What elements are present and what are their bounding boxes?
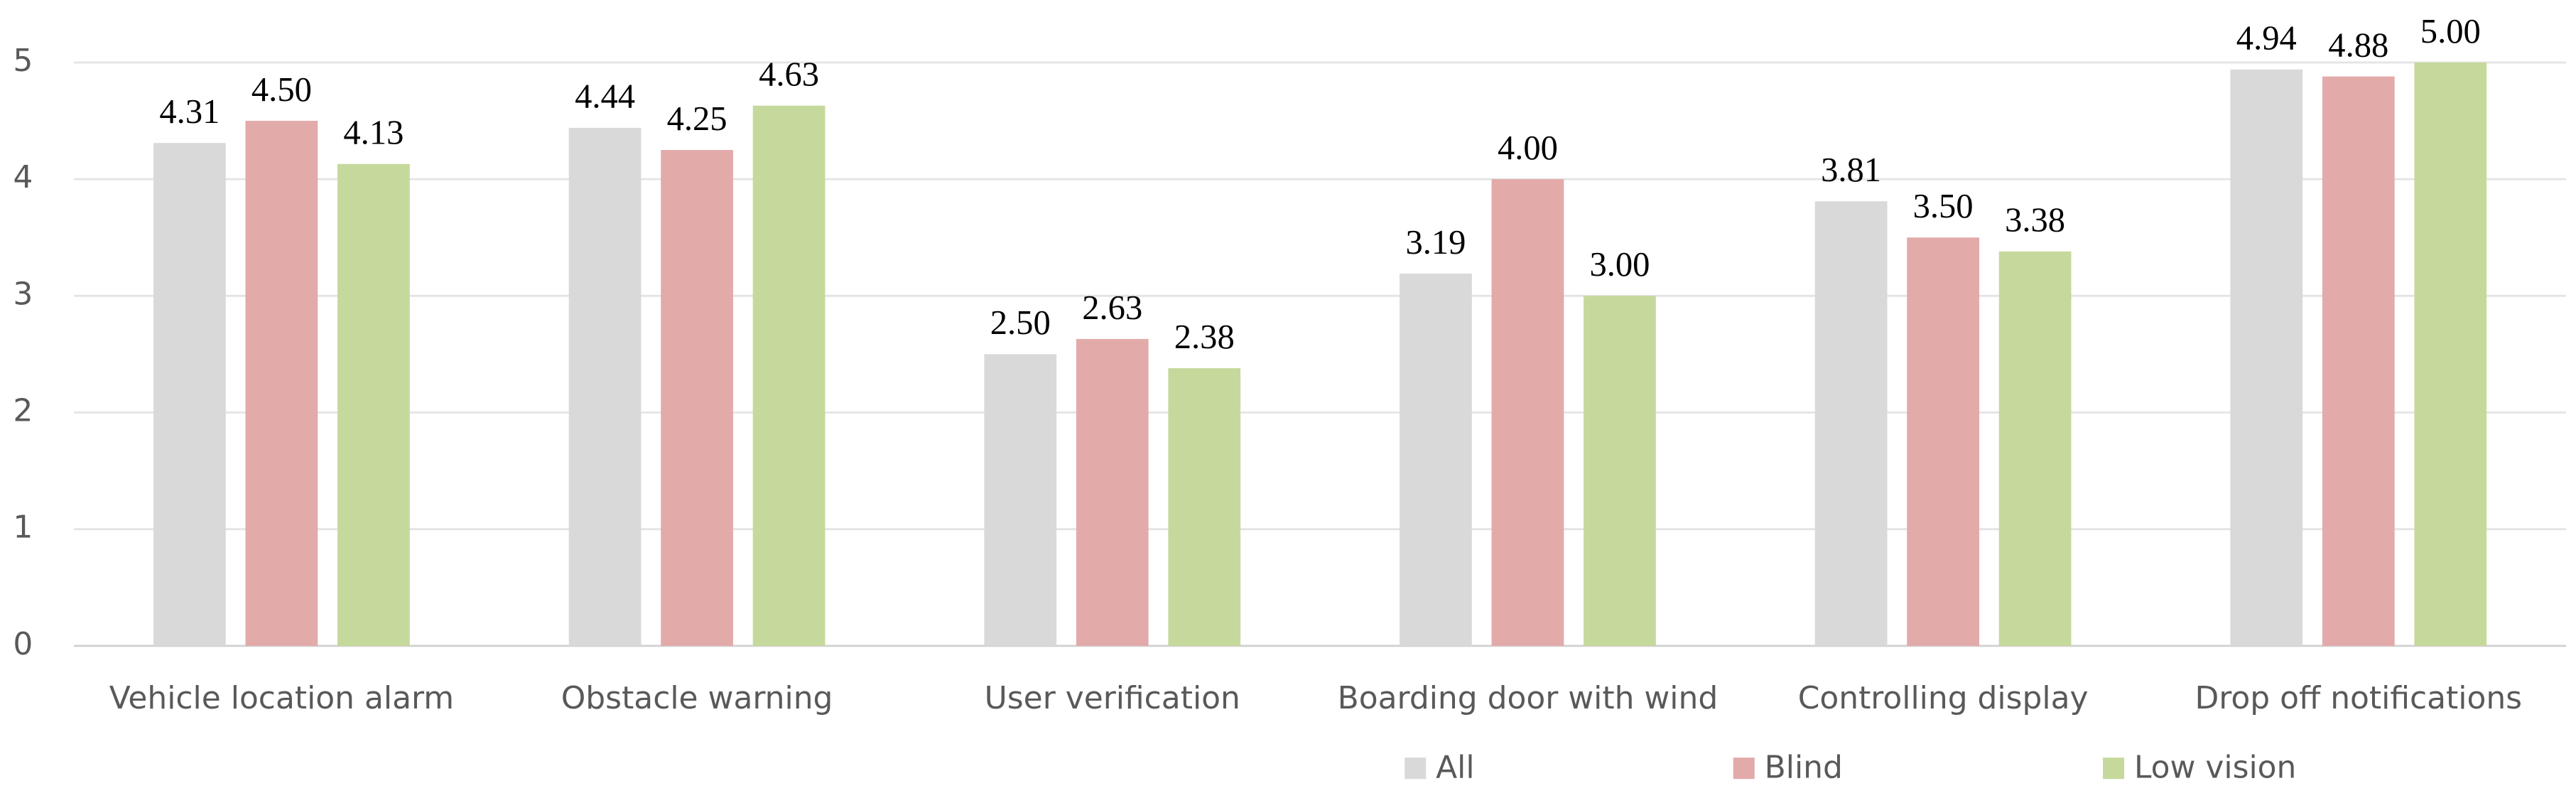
value-label: 4.63 [759, 55, 819, 94]
value-label: 3.38 [2005, 201, 2065, 239]
value-label: 4.44 [575, 77, 635, 116]
value-label: 3.81 [1821, 151, 1881, 189]
bar [2230, 69, 2303, 646]
value-label: 2.38 [1174, 318, 1235, 356]
bar [245, 121, 318, 646]
value-label: 3.00 [1589, 245, 1650, 284]
legend-label: All [1436, 749, 1474, 785]
legend-label: Blind [1765, 749, 1843, 785]
y-tick-label: 0 [13, 626, 33, 662]
legend-swatch [1733, 758, 1755, 780]
value-label: 4.94 [2236, 19, 2297, 58]
y-tick-label: 4 [13, 159, 33, 195]
legend-label: Low vision [2134, 749, 2296, 785]
value-label: 4.31 [159, 92, 220, 131]
bar [337, 163, 410, 646]
x-tick-label: User verification [985, 680, 1240, 716]
bar [984, 354, 1057, 646]
bar [1814, 201, 1888, 646]
y-tick-label: 3 [13, 276, 33, 312]
x-tick-label: Obstacle warning [561, 680, 833, 716]
value-label: 3.19 [1405, 223, 1466, 262]
value-label: 4.25 [667, 99, 727, 138]
x-tick-label: Vehicle location alarm [109, 680, 454, 716]
x-tick-label: Drop off notifications [2195, 680, 2522, 716]
value-label: 4.88 [2328, 26, 2388, 64]
value-label: 4.13 [343, 114, 404, 152]
y-tick-label: 1 [13, 510, 33, 546]
bar [1998, 251, 2072, 646]
y-tick-label: 2 [13, 392, 33, 429]
legend-swatch [2103, 758, 2125, 780]
value-label: 2.50 [990, 303, 1051, 342]
x-tick-label: Boarding door with wind [1338, 680, 1719, 716]
bar [2414, 62, 2487, 646]
x-tick-label: Controlling display [1798, 680, 2089, 716]
bar [2322, 76, 2395, 646]
bar [1168, 368, 1241, 646]
value-label: 5.00 [2420, 12, 2481, 50]
value-label: 4.00 [1498, 129, 1558, 167]
bar [1584, 296, 1656, 646]
bar [1400, 274, 1472, 646]
bar [1491, 179, 1564, 646]
y-tick-label: 5 [13, 43, 33, 79]
bar [1076, 339, 1149, 646]
value-label: 2.63 [1082, 289, 1142, 327]
bar [752, 105, 826, 646]
bar [153, 143, 226, 646]
bar [568, 127, 642, 646]
value-label: 3.50 [1913, 187, 1974, 225]
bar [1907, 237, 1979, 646]
value-label: 4.50 [251, 70, 312, 109]
bar [661, 150, 733, 646]
legend-swatch [1405, 758, 1427, 780]
